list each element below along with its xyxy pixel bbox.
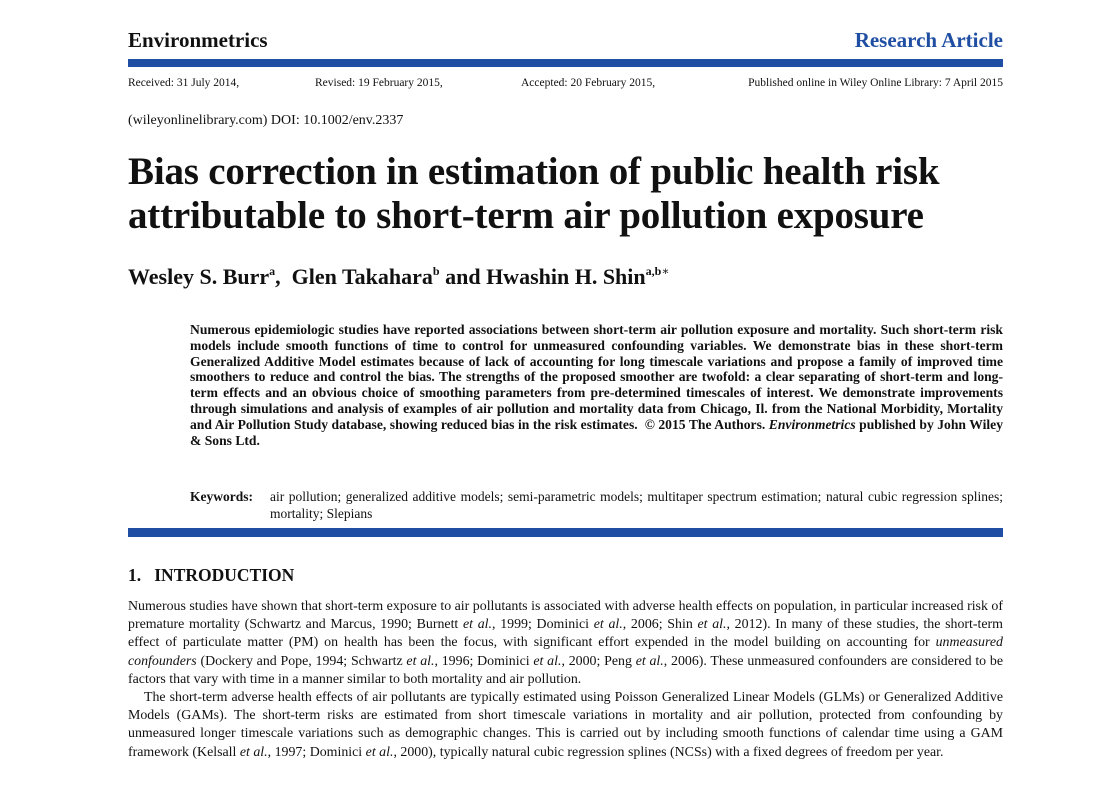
journal-header: Environmetrics Research Article [128, 28, 1003, 56]
italic-run: et al. [365, 744, 394, 760]
italic-run: et al. [239, 744, 268, 760]
abstract-divider [128, 528, 1003, 537]
italic-run: et al. [635, 653, 664, 669]
keywords-label: Keywords: [190, 489, 253, 504]
author-2: Glen Takaharab and [291, 264, 487, 289]
article-type-label: Research Article [854, 28, 1003, 52]
italic-run: et al. [533, 653, 562, 669]
abstract: Numerous epidemiologic studies have repo… [190, 322, 1003, 448]
italic-run: et al. [593, 617, 623, 633]
accepted-date: Accepted: 20 February 2015, [521, 77, 656, 89]
published-date: Published online in Wiley Online Library… [748, 77, 1003, 89]
author-1: Wesley S. Burra, [128, 264, 292, 289]
received-date: Received: 31 July 2014, [128, 77, 240, 89]
publication-dates: Received: 31 July 2014, Revised: 19 Febr… [128, 77, 1003, 93]
paragraph: The short-term adverse health effects of… [128, 689, 1003, 762]
copyright-suffix: published by John Wiley & Sons Ltd. [190, 416, 1003, 448]
author-3: Hwashin H. Shina,b∗ [486, 264, 670, 289]
corresponding-author-mark: ∗ [661, 264, 670, 278]
section-title: INTRODUCTION [154, 565, 295, 585]
italic-run: unmeasured confounders [128, 635, 1003, 669]
italic-run: et al. [463, 617, 493, 633]
copyright-prefix: © 2015 The Authors. [637, 416, 769, 432]
text-run: , 1997; Dominici [267, 744, 366, 760]
text-run: , 2000), typically natural cubic regress… [393, 744, 944, 760]
text-run: , 2006; Shin [622, 617, 698, 633]
text-run: , 2006). These unmeasured confounders ar… [128, 653, 1004, 687]
doi-line: (wileyonlinelibrary.com) DOI: 10.1002/en… [128, 113, 404, 128]
text-run: , 1999; Dominici [492, 617, 594, 633]
italic-run: et al. [406, 653, 435, 669]
author-list: Wesley S. Burra, Glen Takaharab and Hwas… [128, 264, 669, 290]
copyright-journal: Environmetrics [768, 416, 856, 432]
revised-date: Revised: 19 February 2015, [315, 77, 443, 89]
paragraph: Numerous studies have shown that short-t… [128, 598, 1003, 689]
text-run: , 2000; Peng [561, 653, 636, 669]
text-run: (Dockery and Pope, 1994; Schwartz [196, 653, 407, 669]
journal-name: Environmetrics [128, 28, 268, 52]
section-number: 1. [128, 565, 142, 585]
text-run: The short-term adverse health effects of… [128, 690, 1003, 760]
italic-run: et al. [697, 617, 727, 633]
header-divider [128, 59, 1003, 67]
section-heading: 1. INTRODUCTION [128, 565, 294, 586]
text-run: Numerous studies have shown that short-t… [128, 599, 1003, 633]
abstract-text: Numerous epidemiologic studies have repo… [190, 322, 1003, 432]
introduction-body: Numerous studies have shown that short-t… [128, 598, 1003, 762]
text-run: , 2012). In many of these studies, the s… [128, 617, 1003, 651]
paper-title: Bias correction in estimation of public … [128, 150, 940, 237]
keywords-text: air pollution; generalized additive mode… [270, 489, 1003, 521]
text-run: , 1996; Dominici [434, 653, 534, 669]
